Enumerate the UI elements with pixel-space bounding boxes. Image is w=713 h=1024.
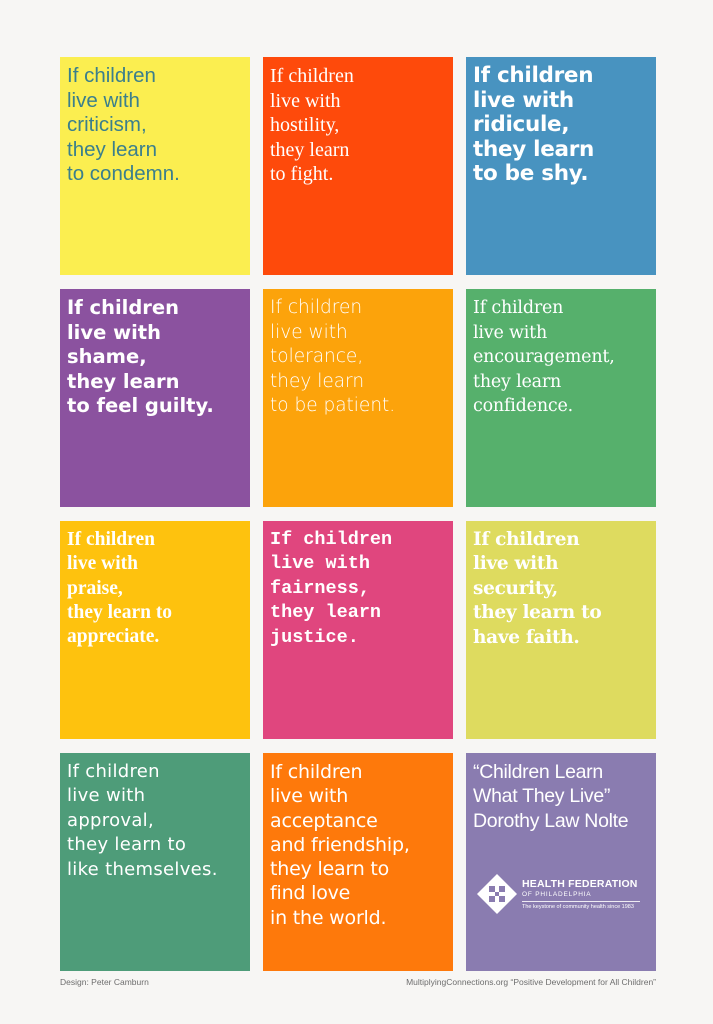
quote-text: If children live with approval, they lea… — [67, 761, 218, 880]
poster-title: “Children Learn What They Live” Dorothy … — [473, 761, 629, 832]
quote-text: If children live with acceptance and fri… — [270, 761, 410, 929]
tile-praise: If children live with praise, they learn… — [60, 521, 250, 739]
quote-text: If children live with tolerance, they le… — [270, 297, 396, 417]
tile-title-credit: “Children Learn What They Live” Dorothy … — [466, 753, 656, 971]
tile-acceptance: If children live with acceptance and fri… — [263, 753, 453, 971]
tile-ridicule: If children live with ridicule, they lea… — [466, 57, 656, 275]
tile-shame: If children live with shame, they learn … — [60, 289, 250, 507]
quote-text: If children live with encouragement, the… — [473, 298, 615, 417]
tile-fairness: If children live with fairness, they lea… — [263, 521, 453, 739]
poster-grid: If children live with criticism, they le… — [60, 57, 656, 971]
quote-text: If children live with security, they lea… — [473, 529, 602, 648]
quote-text: If children live with criticism, they le… — [67, 64, 180, 186]
tile-approval: If children live with approval, they lea… — [60, 753, 250, 971]
tile-hostility: If children live with hostility, they le… — [263, 57, 453, 275]
tile-criticism: If children live with criticism, they le… — [60, 57, 250, 275]
quote-text: If children live with ridicule, they lea… — [473, 63, 595, 187]
tile-encouragement: If children live with encouragement, the… — [466, 289, 656, 507]
quote-text: If children live with praise, they learn… — [67, 529, 173, 648]
design-credit: Design: Peter Camburn — [60, 977, 149, 987]
health-federation-logo: HEALTH FEDERATION OF PHILADELPHIA The ke… — [476, 873, 648, 915]
logo-subtitle: OF PHILADELPHIA — [522, 891, 592, 898]
logo-name: HEALTH FEDERATION — [522, 878, 638, 890]
tile-security: If children live with security, they lea… — [466, 521, 656, 739]
tile-tolerance: If children live with tolerance, they le… — [263, 289, 453, 507]
logo-divider — [522, 901, 640, 902]
quote-text: If children live with hostility, they le… — [270, 65, 354, 185]
quote-text: If children live with shame, they learn … — [67, 296, 214, 418]
logo-tagline: The keystone of community health since 1… — [522, 904, 634, 910]
keystone-logo-icon — [477, 874, 517, 914]
source-credit: MultiplyingConnections.org “Positive Dev… — [406, 977, 656, 987]
quote-text: If children live with fairness, they lea… — [270, 529, 393, 648]
